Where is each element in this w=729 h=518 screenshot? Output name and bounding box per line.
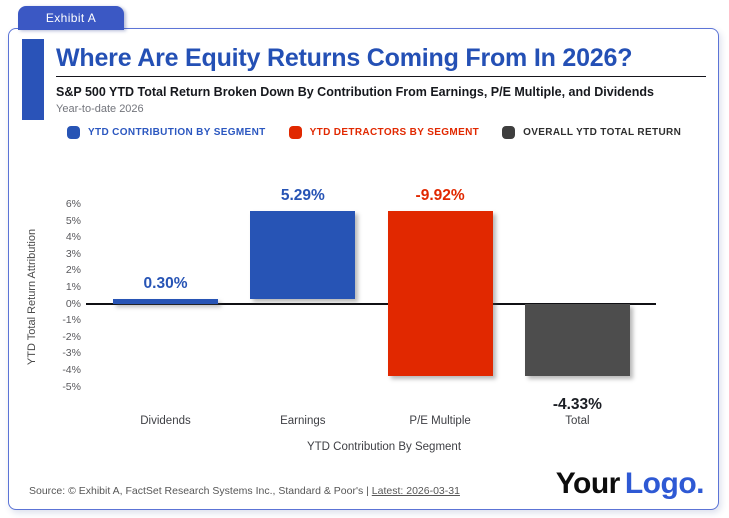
value-label: 5.29% xyxy=(280,187,325,205)
value-label: -4.33% xyxy=(552,395,602,413)
legend-label: OVERALL YTD TOTAL RETURN xyxy=(523,127,682,138)
x-tick-label: Total xyxy=(565,415,590,427)
y-tick-label: 3% xyxy=(65,247,81,260)
y-tick-label: 5% xyxy=(65,214,81,227)
x-tick-label: P/E Multiple xyxy=(409,415,471,427)
y-tick-label: -4% xyxy=(62,363,81,376)
x-tick-label: Dividends xyxy=(140,415,191,427)
y-tick-label: 6% xyxy=(65,197,81,210)
page-title: Where Are Equity Returns Coming From In … xyxy=(56,44,633,72)
exhibit-card: Where Are Equity Returns Coming From In … xyxy=(8,28,719,510)
x-tick-label: Earnings xyxy=(280,415,326,427)
y-tick-label: -2% xyxy=(62,330,81,343)
legend-swatch-gray-icon xyxy=(502,126,516,139)
bar-p-e-multiple xyxy=(387,211,493,376)
logo-text-your: Your xyxy=(555,467,621,500)
y-tick-label: 4% xyxy=(65,231,81,244)
logo-text-logo: Logo. xyxy=(624,467,705,500)
exhibit-tab[interactable]: Exhibit A xyxy=(18,6,124,30)
y-tick-label: 0% xyxy=(65,297,81,310)
value-label: -9.92% xyxy=(415,187,465,205)
period-label: Year-to-date 2026 xyxy=(56,103,144,115)
y-tick-label: 1% xyxy=(65,280,81,293)
y-axis-ticks: 6% 5% 4% 3% 2% 1% 0% -1% -2% -3% -4% -5% xyxy=(37,197,81,429)
legend-label: YTD CONTRIBUTION BY SEGMENT xyxy=(88,127,266,138)
legend-item-total[interactable]: OVERALL YTD TOTAL RETURN xyxy=(502,126,681,139)
legend-swatch-red-icon xyxy=(288,126,302,139)
zero-axis-line xyxy=(86,303,656,305)
legend-item-contribution[interactable]: YTD CONTRIBUTION BY SEGMENT xyxy=(67,126,266,139)
exhibit-tab-label: Exhibit A xyxy=(45,11,97,25)
chart-legend: YTD CONTRIBUTION BY SEGMENT YTD DETRACTO… xyxy=(67,126,681,139)
source-text: Source: © Exhibit A, FactSet Research Sy… xyxy=(29,485,372,497)
y-tick-label: -3% xyxy=(62,347,81,360)
latest-date-link[interactable]: Latest: 2026-03-31 xyxy=(371,485,460,497)
value-label: 0.30% xyxy=(143,275,188,293)
chart-subtitle: S&P 500 YTD Total Return Broken Down By … xyxy=(56,85,654,99)
source-note: Source: © Exhibit A, FactSet Research Sy… xyxy=(29,485,460,497)
y-tick-label: -1% xyxy=(62,314,81,327)
y-tick-label: 2% xyxy=(65,264,81,277)
brand-logo: Your Logo. xyxy=(555,467,705,501)
x-axis-title: YTD Contribution By Segment xyxy=(306,441,462,453)
y-tick-label: -5% xyxy=(62,380,81,393)
bar-total xyxy=(524,304,630,376)
legend-swatch-blue-icon xyxy=(67,126,80,139)
title-divider xyxy=(56,76,706,77)
bar-earnings xyxy=(250,211,356,300)
legend-item-detractors[interactable]: YTD DETRACTORS BY SEGMENT xyxy=(288,126,480,139)
bar-dividends xyxy=(113,299,218,304)
legend-label: YTD DETRACTORS BY SEGMENT xyxy=(309,127,480,138)
title-accent-bar xyxy=(22,39,44,120)
plot-area: 0.30% Dividends 5.29% Earnings -9.92% P/E Mul… xyxy=(86,188,662,431)
